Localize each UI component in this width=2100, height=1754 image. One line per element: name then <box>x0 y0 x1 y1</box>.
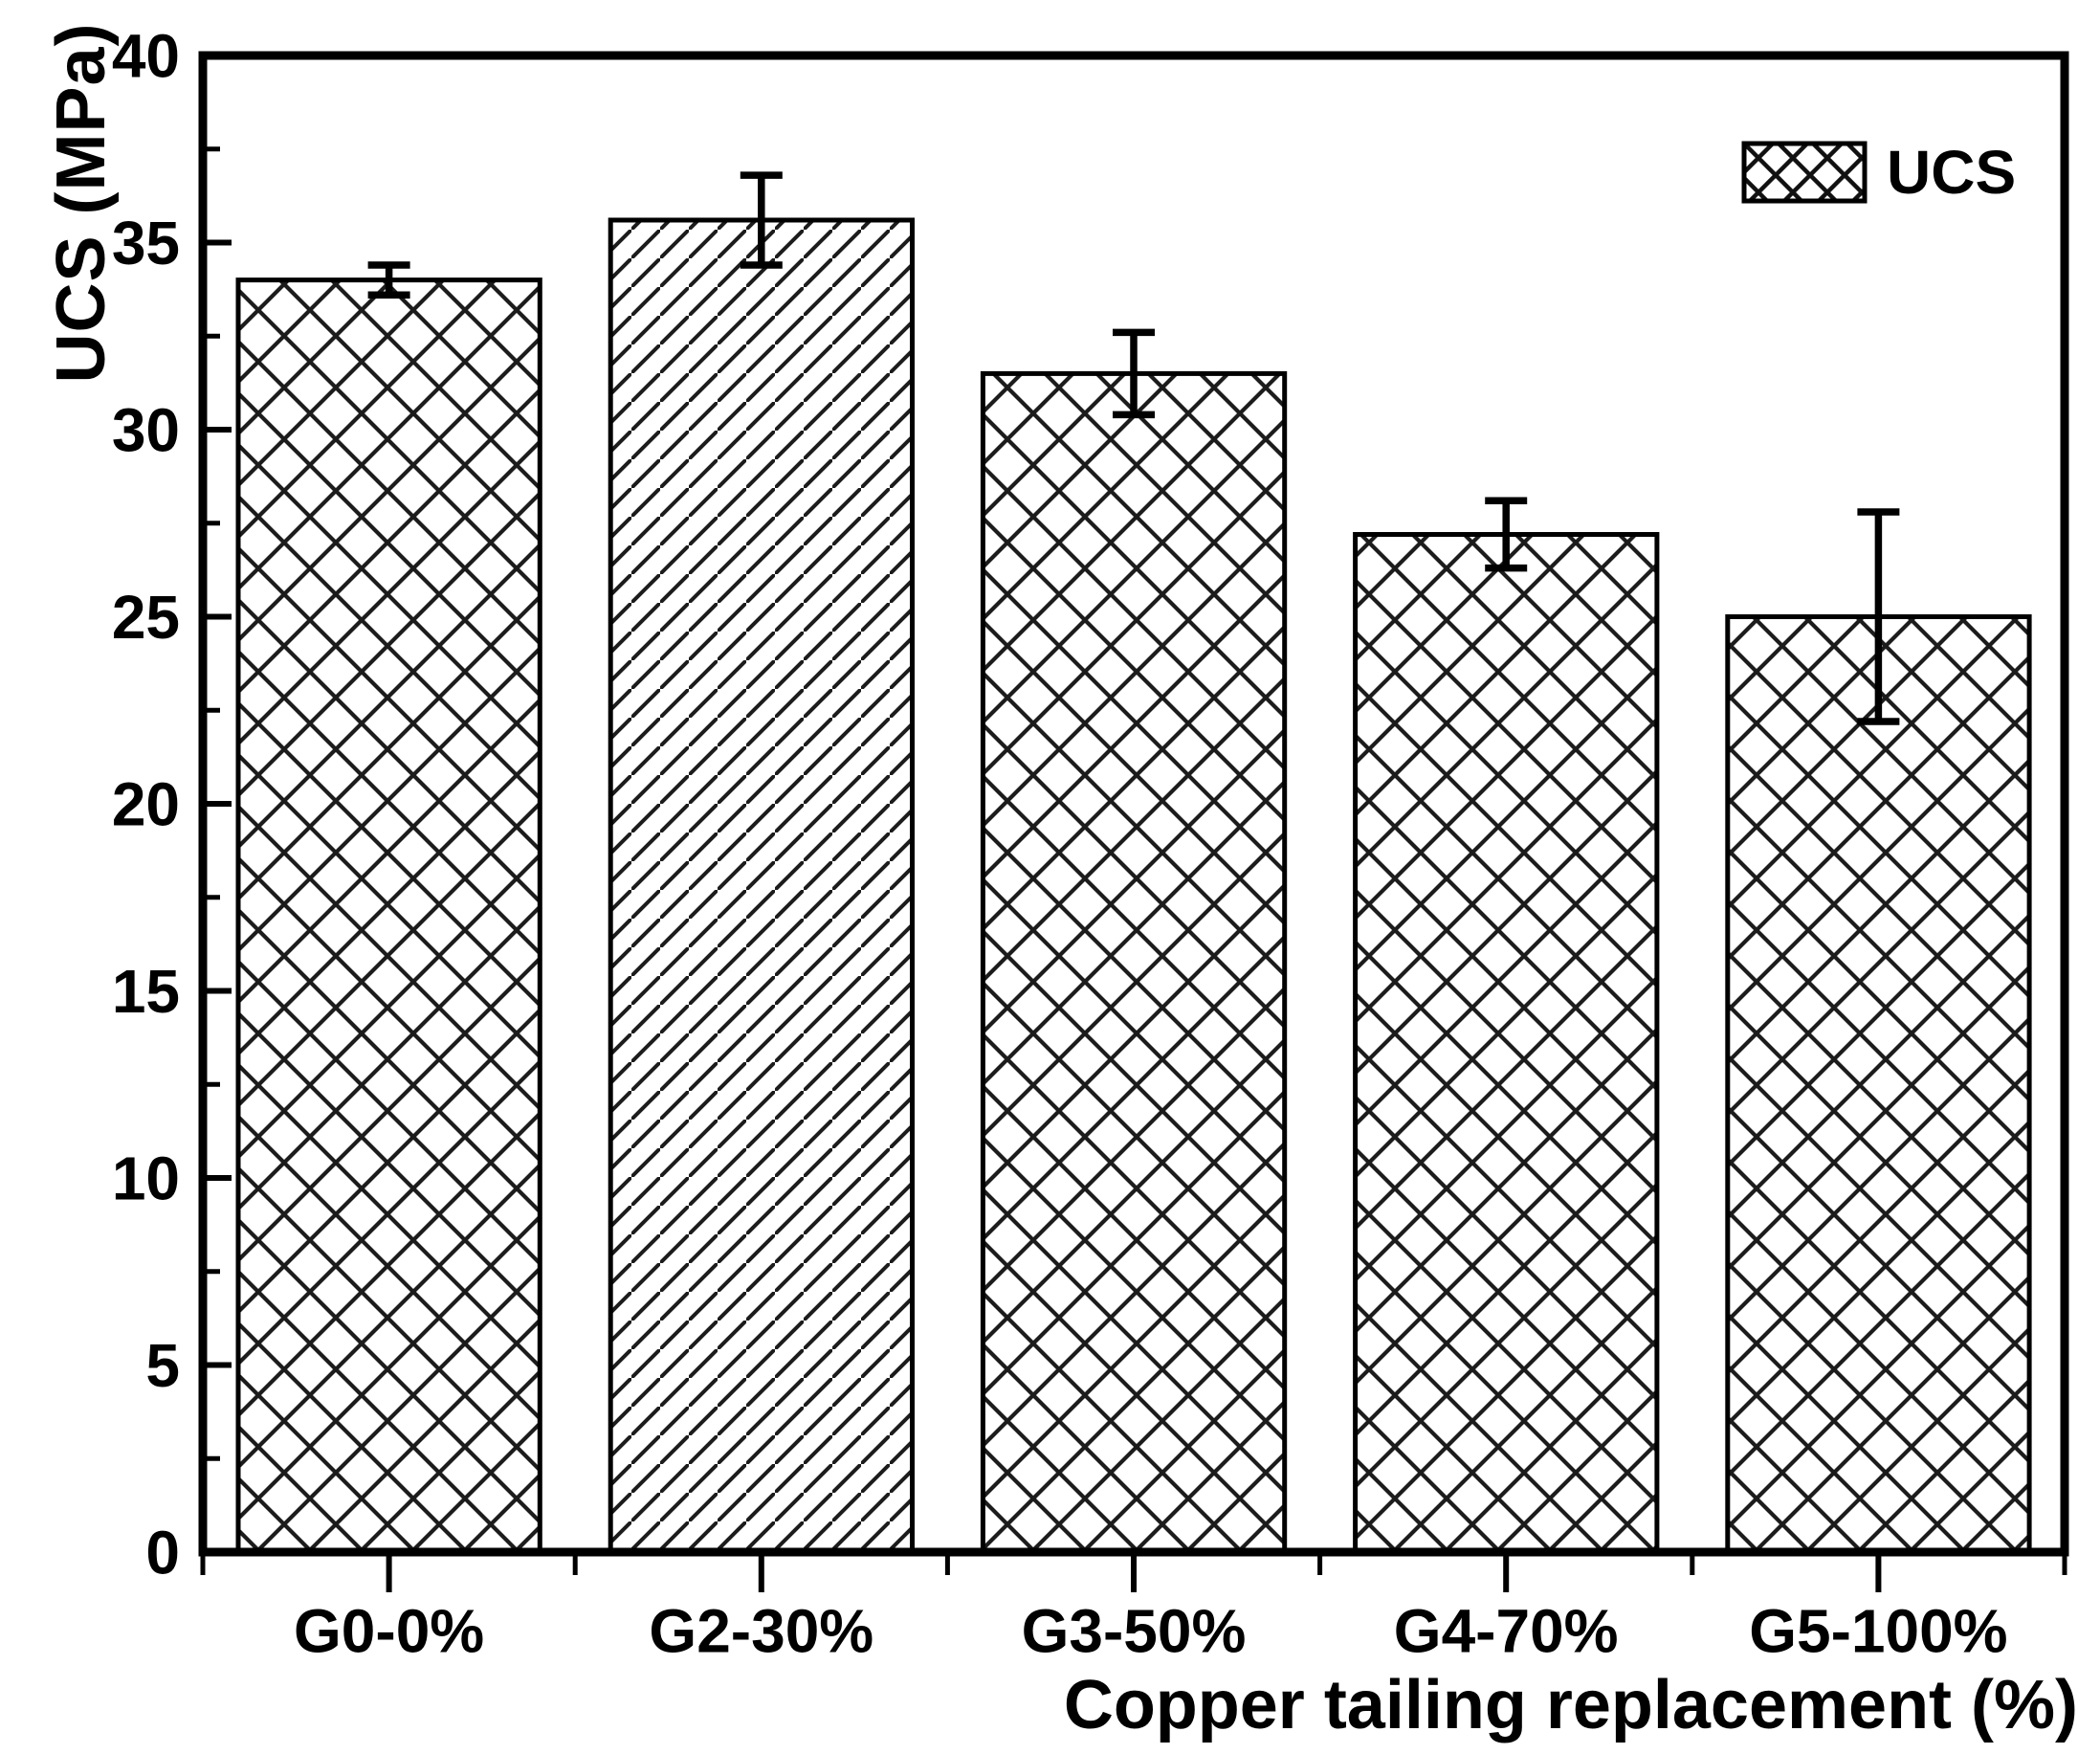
bar-g4-70- <box>1353 532 1660 1555</box>
y-tick-label: 10 <box>112 1143 180 1212</box>
y-tick-label: 25 <box>112 583 180 652</box>
x-axis-title: Copper tailing replacement (%) <box>1063 1667 2078 1743</box>
legend: UCS <box>1741 140 2016 205</box>
bar-g5-100- <box>1725 614 2032 1555</box>
y-axis-title: UCS (MPa) <box>43 22 120 384</box>
x-category-label: G0-0% <box>294 1596 484 1665</box>
x-category-label: G4-70% <box>1394 1596 1619 1665</box>
bar-g2-30- <box>608 217 915 1555</box>
legend-label: UCS <box>1887 138 2017 207</box>
y-tick-label: 20 <box>112 769 180 838</box>
y-tick-label: 5 <box>145 1331 180 1400</box>
y-tick-label: 35 <box>112 209 180 278</box>
x-category-label: G3-50% <box>1022 1596 1247 1665</box>
y-tick-label: 0 <box>145 1518 180 1587</box>
bar-g3-50- <box>980 370 1288 1555</box>
legend-swatch-crosshatch <box>1741 141 1868 204</box>
x-category-label: G5-100% <box>1749 1596 2007 1665</box>
y-tick-label: 40 <box>112 21 180 90</box>
x-category-label: G2-30% <box>649 1596 873 1665</box>
error-bar-g2-30- <box>740 171 783 269</box>
error-bar-g3-50- <box>1113 328 1155 419</box>
error-bar-g4-70- <box>1485 497 1528 572</box>
y-tick-label: 30 <box>112 395 180 464</box>
bar-g0-0- <box>235 278 542 1555</box>
y-tick-label: 15 <box>112 957 180 1026</box>
error-bar-g5-100- <box>1857 508 1900 725</box>
error-bar-g0-0- <box>367 261 410 299</box>
